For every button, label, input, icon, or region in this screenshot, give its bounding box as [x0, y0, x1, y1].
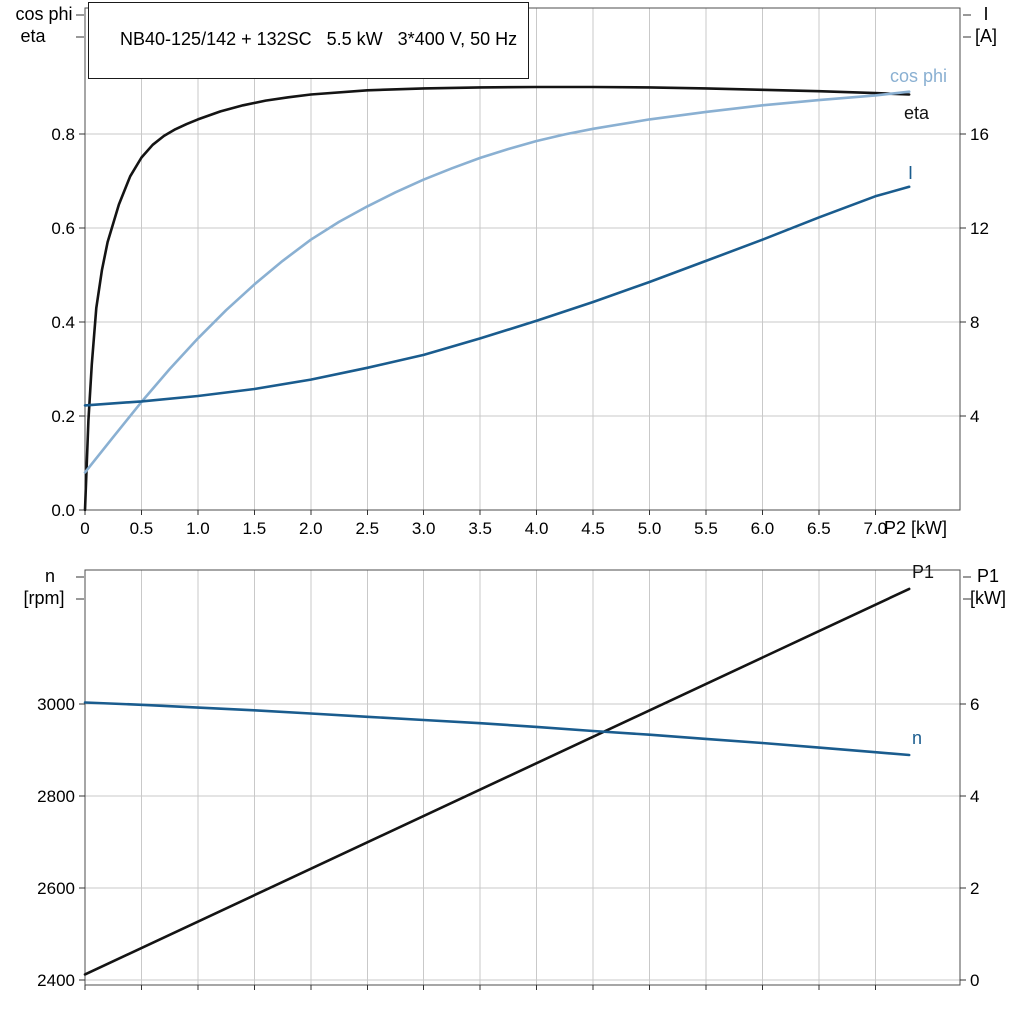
- left-axis-title-line1: cos phi: [15, 4, 72, 24]
- right-tick-label: 4: [970, 787, 979, 806]
- curve-label-n: n: [912, 728, 922, 748]
- x-axis-label: P2 [kW]: [884, 518, 947, 538]
- curve-label-cos-phi: cos phi: [890, 66, 947, 86]
- left-tick-label: 0.8: [51, 125, 75, 144]
- motor-electrical-chart: 0 0.5 1.0 1.5 2.0 2.5 3.0 3.5 4.0 4.5 5.0 5.5 6.0 6.5…: [15, 4, 997, 538]
- x-tick-label: 7.0: [864, 519, 888, 538]
- curve-label-eta: eta: [904, 103, 930, 123]
- series-cos-phi: [83, 90, 911, 474]
- series-n: [83, 701, 911, 757]
- motor-speed-power-chart-ticks: 2400 2600 2800 3000 0 2 4 6: [37, 576, 979, 990]
- right-tick-label: 0: [970, 971, 979, 990]
- motor-speed-power-chart-grid: [84, 570, 960, 985]
- x-tick-label: 4.5: [581, 519, 605, 538]
- x-tick-label: 3.0: [412, 519, 436, 538]
- motor-speed-power-chart-frame: [84, 569, 961, 986]
- right-tick-label: 2: [970, 879, 979, 898]
- right-tick-label: 6: [970, 695, 979, 714]
- x-tick-label: 1.0: [186, 519, 210, 538]
- right-tick-label: 16: [970, 125, 989, 144]
- x-tick-label: 3.5: [468, 519, 492, 538]
- motor-electrical-chart-grid: [84, 8, 960, 511]
- right-tick-label: 12: [970, 219, 989, 238]
- left-axis-title-line2: eta: [20, 26, 46, 46]
- series-eta: [83, 85, 911, 512]
- x-tick-label: 4.0: [525, 519, 549, 538]
- left-tick-label: 3000: [37, 695, 75, 714]
- right-axis-title-line2: [kW]: [970, 588, 1006, 608]
- motor-electrical-chart-frame: [84, 7, 961, 511]
- series-I: [83, 185, 911, 407]
- x-tick-label: 6.0: [751, 519, 775, 538]
- left-tick-label: 2600: [37, 879, 75, 898]
- x-tick-label: 5.0: [638, 519, 662, 538]
- right-axis-title-line1: I: [983, 4, 988, 24]
- left-tick-label: 0.6: [51, 219, 75, 238]
- x-tick-label: 5.5: [694, 519, 718, 538]
- right-axis-title-line1: P1: [977, 566, 999, 586]
- left-axis-title-line1: n: [45, 566, 55, 586]
- left-tick-label: 0.0: [51, 501, 75, 520]
- curve-label-P1: P1: [912, 562, 934, 582]
- chart-title-box: NB40-125/142 + 132SC 5.5 kW 3*400 V, 50 …: [88, 2, 530, 79]
- x-tick-label: 6.5: [807, 519, 831, 538]
- right-tick-label: 8: [970, 313, 979, 332]
- series-P1: [83, 587, 911, 976]
- chart-title: NB40-125/142 + 132SC 5.5 kW 3*400 V, 50 …: [120, 29, 518, 49]
- left-tick-label: 0.2: [51, 407, 75, 426]
- right-tick-label: 4: [970, 407, 979, 426]
- x-tick-label: 0.5: [130, 519, 154, 538]
- left-tick-label: 2800: [37, 787, 75, 806]
- x-tick-label: 0: [80, 519, 89, 538]
- left-axis-title-line2: [rpm]: [23, 588, 64, 608]
- x-tick-label: 1.5: [243, 519, 267, 538]
- curve-label-I: I: [908, 163, 913, 183]
- x-tick-label: 2.0: [299, 519, 323, 538]
- left-tick-label: 0.4: [51, 313, 75, 332]
- left-tick-label: 2400: [37, 971, 75, 990]
- x-tick-label: 2.5: [355, 519, 379, 538]
- motor-electrical-chart-ticks: 0 0.5 1.0 1.5 2.0 2.5 3.0 3.5 4.0 4.5 5.0 5.5 6.0 6.5…: [51, 14, 989, 538]
- right-axis-title-line2: [A]: [975, 26, 997, 46]
